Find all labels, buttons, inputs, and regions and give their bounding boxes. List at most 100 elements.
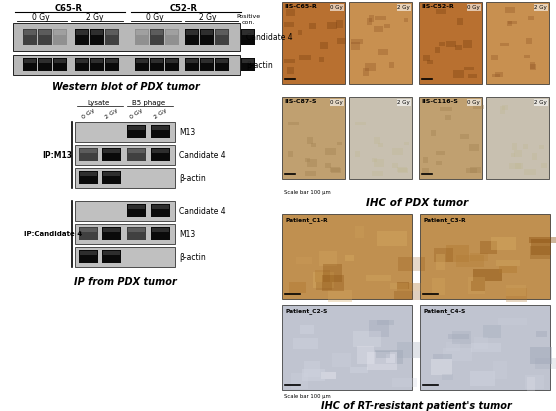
- Bar: [483, 325, 500, 338]
- Bar: [287, 67, 294, 74]
- Bar: [102, 148, 121, 161]
- Bar: [355, 151, 360, 157]
- Bar: [527, 38, 532, 44]
- Bar: [38, 58, 52, 71]
- Bar: [492, 74, 500, 77]
- Bar: [80, 228, 97, 232]
- Bar: [296, 257, 312, 263]
- Bar: [471, 343, 502, 352]
- Bar: [376, 351, 390, 358]
- Text: IIS-C87-S: IIS-C87-S: [284, 99, 316, 104]
- Bar: [349, 97, 412, 179]
- Text: IP from PDX tumor: IP from PDX tumor: [73, 277, 176, 287]
- Bar: [397, 342, 420, 358]
- Bar: [23, 29, 37, 45]
- Bar: [106, 30, 118, 35]
- Bar: [299, 55, 311, 60]
- Bar: [453, 70, 464, 78]
- Bar: [327, 22, 337, 30]
- Text: Candidate 4: Candidate 4: [179, 150, 226, 159]
- Bar: [80, 149, 97, 153]
- Bar: [428, 60, 433, 64]
- Bar: [105, 29, 119, 45]
- Bar: [435, 47, 440, 53]
- Bar: [392, 148, 403, 155]
- Bar: [479, 241, 497, 254]
- Bar: [325, 164, 331, 168]
- Text: IHC of RT-resistant patient's tumor: IHC of RT-resistant patient's tumor: [321, 401, 512, 411]
- Bar: [524, 169, 536, 175]
- Bar: [127, 204, 146, 217]
- Bar: [330, 167, 340, 172]
- Bar: [470, 371, 495, 386]
- Bar: [127, 148, 146, 161]
- Bar: [75, 168, 175, 188]
- Bar: [470, 253, 488, 261]
- Bar: [337, 37, 346, 44]
- Bar: [185, 58, 199, 71]
- Bar: [242, 30, 254, 35]
- Bar: [127, 125, 146, 138]
- Bar: [375, 350, 403, 364]
- Text: IP:M13: IP:M13: [42, 150, 72, 159]
- Bar: [443, 349, 472, 361]
- Bar: [336, 20, 342, 28]
- Bar: [431, 359, 452, 375]
- Text: C65-R: C65-R: [55, 4, 83, 13]
- Bar: [215, 58, 229, 71]
- Text: 0 Gy: 0 Gy: [467, 100, 480, 105]
- Bar: [455, 255, 484, 267]
- Bar: [446, 41, 456, 47]
- Bar: [537, 331, 547, 337]
- Bar: [241, 29, 255, 45]
- Bar: [531, 239, 551, 255]
- Bar: [128, 205, 145, 209]
- Bar: [79, 148, 98, 161]
- Bar: [91, 59, 103, 63]
- Bar: [434, 248, 453, 262]
- Bar: [455, 45, 462, 50]
- Bar: [128, 126, 145, 130]
- Bar: [289, 122, 299, 125]
- Text: 2 Gy: 2 Gy: [534, 5, 547, 10]
- Bar: [288, 151, 294, 157]
- Bar: [463, 40, 473, 48]
- Bar: [315, 270, 330, 282]
- Bar: [392, 378, 417, 387]
- Bar: [445, 115, 451, 120]
- Bar: [419, 97, 482, 179]
- Bar: [135, 29, 149, 45]
- Text: Patient_C3-R: Patient_C3-R: [423, 217, 465, 223]
- Bar: [523, 144, 528, 149]
- Bar: [514, 150, 522, 157]
- Bar: [486, 2, 549, 84]
- Bar: [539, 145, 544, 149]
- Bar: [302, 369, 325, 381]
- Bar: [75, 58, 89, 71]
- Bar: [350, 367, 369, 373]
- Text: 0 Gy: 0 Gy: [146, 13, 164, 22]
- Bar: [500, 106, 505, 114]
- Bar: [319, 251, 336, 266]
- Bar: [434, 353, 452, 359]
- Bar: [79, 227, 98, 240]
- Bar: [152, 149, 169, 153]
- Bar: [468, 277, 485, 293]
- Text: Candidate 4: Candidate 4: [246, 32, 292, 42]
- Text: β-actin: β-actin: [179, 252, 206, 261]
- Text: 2 Gy: 2 Gy: [153, 108, 168, 120]
- Bar: [513, 143, 518, 150]
- Bar: [186, 30, 198, 35]
- Bar: [75, 122, 175, 142]
- Bar: [378, 231, 407, 246]
- Bar: [24, 59, 36, 63]
- Bar: [439, 42, 445, 46]
- Text: 0 Gy: 0 Gy: [330, 5, 343, 10]
- Bar: [23, 58, 37, 71]
- Bar: [54, 30, 66, 35]
- Text: 2 Gy: 2 Gy: [86, 13, 104, 22]
- Bar: [384, 24, 390, 28]
- Text: Scale bar 100 μm: Scale bar 100 μm: [284, 190, 331, 195]
- Bar: [398, 257, 425, 271]
- Bar: [511, 153, 515, 157]
